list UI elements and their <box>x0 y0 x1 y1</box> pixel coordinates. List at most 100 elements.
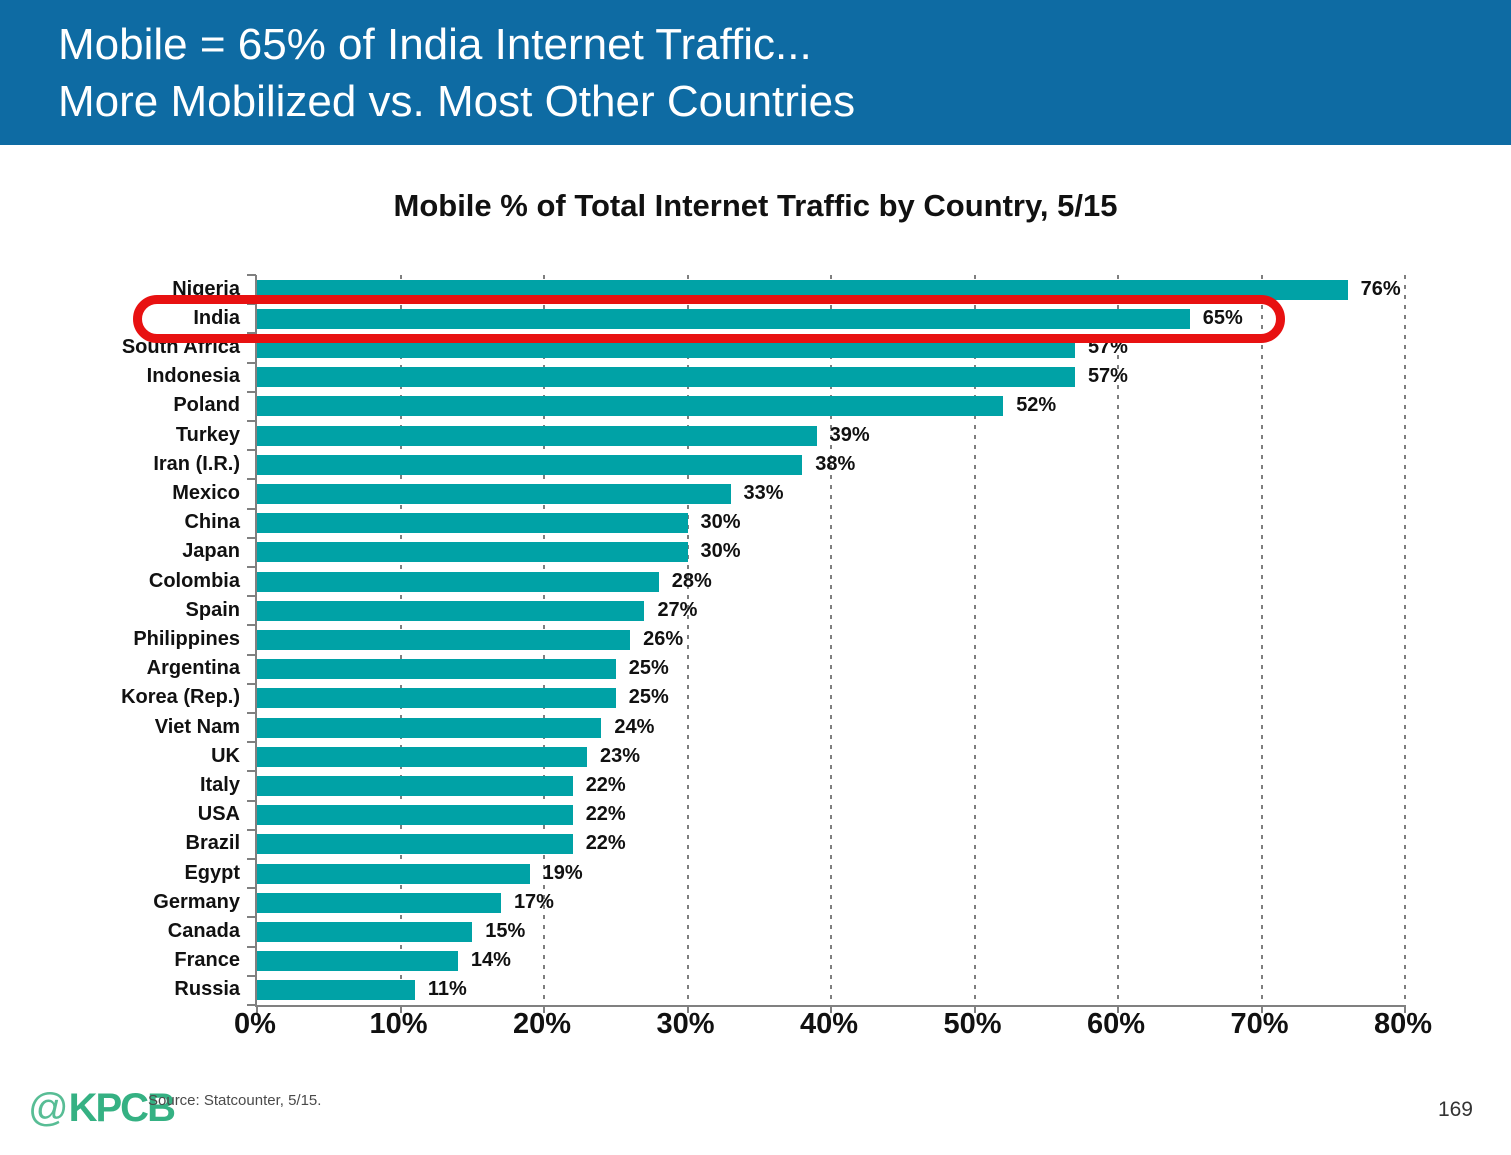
country-label: Korea (Rep.) <box>121 686 240 709</box>
value-label: 11% <box>427 978 467 1001</box>
bar-russia <box>257 980 415 1001</box>
y-axis-tick <box>247 536 256 539</box>
country-label: Japan <box>182 540 240 563</box>
y-axis-tick <box>247 858 256 860</box>
gridline-40pct <box>830 275 832 1007</box>
country-label: Viet Nam <box>154 715 240 738</box>
bar-korea-rep <box>257 688 616 709</box>
x-axis-tick <box>256 1005 258 1013</box>
bar-colombia <box>257 571 659 592</box>
y-axis-tick <box>247 1004 256 1006</box>
value-label: 33% <box>743 482 784 504</box>
y-axis-tick <box>247 566 256 568</box>
x-axis-tick <box>686 1005 689 1013</box>
value-label: 76% <box>1360 277 1401 300</box>
bar-canada <box>257 922 473 942</box>
bar-iran-i-r <box>257 454 803 475</box>
gridline-70pct <box>1260 275 1263 1007</box>
y-axis-tick <box>247 828 256 831</box>
value-label: 23% <box>600 744 641 767</box>
x-axis-tick <box>973 1005 976 1013</box>
value-label: 25% <box>628 686 669 709</box>
bar-brazil <box>257 834 573 855</box>
value-label: 26% <box>643 628 684 650</box>
value-label: 22% <box>585 803 626 826</box>
value-label: 39% <box>829 423 870 446</box>
y-axis-tick <box>247 361 256 364</box>
value-label: 24% <box>614 715 655 738</box>
bar-usa <box>257 805 573 826</box>
country-label: Germany <box>153 890 240 913</box>
slide-title-line2: More Mobilized vs. Most Other Countries <box>58 77 856 126</box>
country-label: Philippines <box>133 628 240 650</box>
country-label: Turkey <box>175 423 240 446</box>
x-axis-label-0: 0% <box>234 1008 276 1040</box>
value-label: 52% <box>1016 394 1057 417</box>
bar-indonesia <box>257 367 1075 388</box>
x-axis-label-20: 20% <box>512 1008 572 1040</box>
y-axis-tick <box>247 712 256 714</box>
bar-argentina <box>257 659 616 680</box>
x-axis-tick <box>830 1005 832 1013</box>
y-axis-tick <box>247 274 256 276</box>
x-axis-labels: 0% 10% 20% 30% 40% 50% 60% 70% 80% <box>234 1008 1455 1052</box>
bar-poland <box>257 396 1004 417</box>
x-axis-tick <box>399 1005 402 1013</box>
country-label: Nigeria <box>172 277 240 300</box>
y-axis-tick <box>247 682 256 685</box>
bar-uk <box>257 746 588 767</box>
value-label: 14% <box>470 949 511 972</box>
x-axis-tick <box>1404 1005 1406 1013</box>
value-label: 25% <box>628 657 669 680</box>
slide-header: Mobile = 65% of India Internet Traffic..… <box>0 0 1511 145</box>
value-label: 30% <box>700 511 741 534</box>
kpcb-logo-text: KPCB <box>68 1086 176 1130</box>
bar-india <box>257 308 1190 329</box>
bar-france <box>257 951 458 972</box>
bar-viet-nam <box>257 717 602 738</box>
bar-italy <box>257 776 573 796</box>
bar-japan <box>257 542 688 563</box>
value-label: 28% <box>671 569 712 592</box>
country-label: Italy <box>199 774 240 796</box>
y-axis-tick <box>247 507 256 510</box>
y-axis-tick <box>247 449 256 452</box>
country-label: Iran (I.R.) <box>153 452 240 475</box>
x-axis-label-30: 30% <box>656 1008 715 1040</box>
bar-germany <box>257 892 501 913</box>
y-axis-tick <box>247 974 256 977</box>
y-axis-tick <box>247 770 256 773</box>
y-axis-tick <box>247 653 256 656</box>
bar-china <box>257 513 688 534</box>
value-label: 57% <box>1087 365 1128 388</box>
x-axis-tick <box>1117 1005 1119 1013</box>
x-axis-label-60: 60% <box>1086 1008 1146 1040</box>
country-label: Brazil <box>185 832 240 855</box>
x-axis-label-70: 70% <box>1230 1008 1289 1040</box>
plot-area: 76% 65% 57% 57% 52% 39% 38% 33% 30% 30% 28% 27% 26% 2… <box>247 274 1406 1013</box>
y-axis-tick <box>247 887 256 890</box>
slide-title-line1: Mobile = 65% of India Internet Traffic..… <box>58 20 812 69</box>
y-axis-tick <box>247 945 256 948</box>
gridline-80pct <box>1404 275 1406 1007</box>
bar-nigeria <box>257 279 1348 300</box>
y-axis-tick <box>247 916 256 919</box>
country-label: Mexico <box>172 482 240 504</box>
x-axis-tick <box>543 1005 545 1013</box>
y-axis-tick <box>247 420 256 422</box>
x-axis-tick <box>1260 1005 1263 1013</box>
value-label: 15% <box>485 920 526 942</box>
source-note: Source: Statcounter, 5/15. <box>148 1092 322 1109</box>
country-label: Argentina <box>146 657 240 680</box>
value-label: 22% <box>585 832 626 855</box>
country-label: Poland <box>173 394 240 417</box>
value-label: 30% <box>700 540 741 563</box>
y-axis-tick <box>247 595 256 598</box>
y-axis-tick <box>247 478 256 481</box>
y-axis-tick <box>247 799 256 802</box>
y-axis-tick <box>247 390 256 393</box>
bar-philippines <box>257 630 631 650</box>
x-axis-label-50: 50% <box>943 1008 1002 1040</box>
country-label: USA <box>197 803 240 826</box>
